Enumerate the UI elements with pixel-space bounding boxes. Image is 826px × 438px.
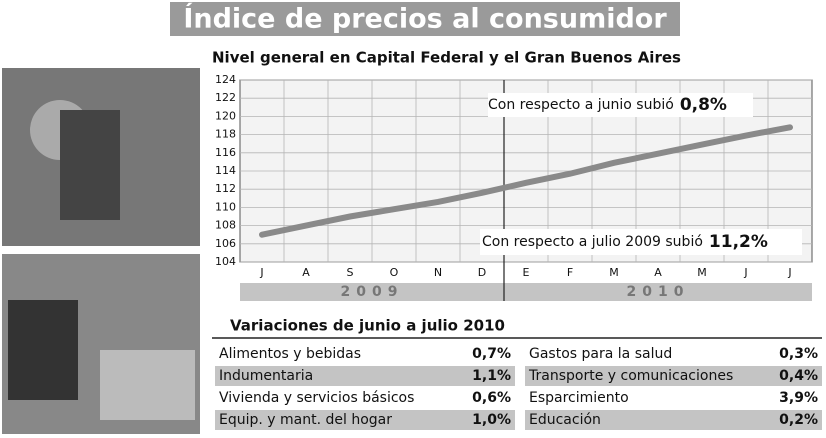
x-tick-label: A [654, 266, 662, 279]
x-tick-label: D [478, 266, 486, 279]
year-label: 2009 [341, 284, 404, 300]
y-tick-label: 124 [215, 73, 236, 86]
y-tick-label: 118 [215, 128, 236, 141]
y-tick-label: 110 [215, 200, 236, 213]
row-label: Transporte y comunicaciones [528, 368, 733, 384]
year-band [240, 283, 812, 301]
row-label: Educación [529, 412, 601, 428]
chart-title: Nivel general en Capital Federal y el Gr… [212, 49, 681, 67]
row-value: 3,9% [779, 390, 818, 406]
x-tick-label: F [567, 266, 573, 279]
y-tick-label: 112 [215, 182, 236, 195]
x-tick-label: M [609, 266, 619, 279]
x-tick-label: S [347, 266, 354, 279]
row-value: 1,0% [472, 412, 511, 428]
infographic: Índice de precios al consumidor Nivel ge… [0, 0, 826, 438]
photo-detail [60, 110, 120, 220]
annotation: Con respecto a julio 2009 subió 11,2% [482, 232, 768, 252]
year-label: 2010 [627, 284, 690, 300]
y-tick-label: 106 [215, 237, 236, 250]
row-label: Indumentaria [219, 368, 313, 384]
x-tick-label: O [390, 266, 399, 279]
annotation-text: Con respecto a julio 2009 subió [482, 234, 703, 250]
annotation-value: 0,8% [680, 95, 727, 115]
photo-detail [100, 350, 195, 420]
y-tick-label: 120 [215, 109, 236, 122]
annotation: Con respecto a junio subió 0,8% [488, 95, 727, 115]
main-title: Índice de precios al consumidor [183, 3, 667, 35]
row-value: 0,4% [779, 368, 818, 384]
x-tick-label: J [259, 266, 263, 279]
x-tick-label: A [302, 266, 310, 279]
x-tick-label: J [787, 266, 791, 279]
x-tick-label: J [743, 266, 747, 279]
x-tick-label: N [434, 266, 442, 279]
row-label: Gastos para la salud [529, 346, 672, 362]
y-tick-label: 122 [215, 91, 236, 104]
x-tick-label: E [523, 266, 530, 279]
row-value: 0,2% [779, 412, 818, 428]
row-value: 0,6% [472, 390, 511, 406]
row-label: Equip. y mant. del hogar [219, 412, 392, 428]
y-tick-label: 114 [215, 164, 236, 177]
row-value: 0,3% [779, 346, 818, 362]
annotation-value: 11,2% [709, 232, 768, 252]
y-tick-label: 104 [215, 255, 236, 268]
annotation-text: Con respecto a junio subió [488, 97, 674, 113]
photo-detail [8, 300, 78, 400]
x-tick-label: M [697, 266, 707, 279]
row-label: Esparcimiento [529, 390, 629, 406]
row-value: 0,7% [472, 346, 511, 362]
y-tick-label: 108 [215, 219, 236, 232]
row-value: 1,1% [472, 368, 511, 384]
row-label: Vivienda y servicios básicos [219, 390, 414, 406]
y-tick-label: 116 [215, 146, 236, 159]
row-label: Alimentos y bebidas [219, 346, 361, 362]
page: Índice de precios al consumidor Nivel ge… [0, 0, 826, 438]
table-title: Variaciones de junio a julio 2010 [230, 317, 505, 335]
